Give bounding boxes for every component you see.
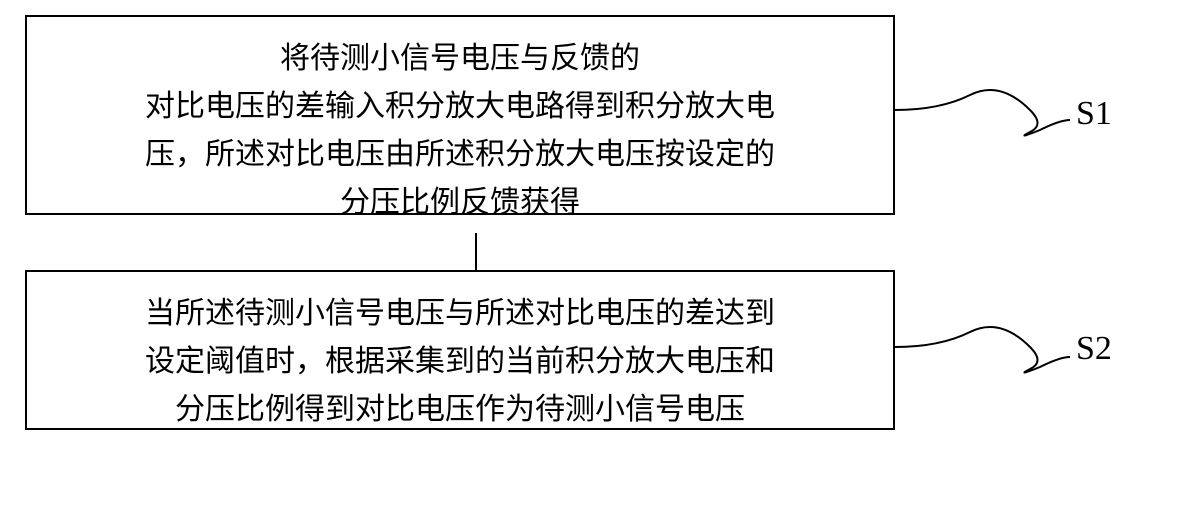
step-s2-line3: 分压比例得到对比电压作为待测小信号电压	[57, 386, 863, 434]
step-label-s2: S2	[1076, 330, 1112, 368]
connector-curve-s1	[895, 80, 1075, 150]
flow-step-box-s1: 将待测小信号电压与反馈的 对比电压的差输入积分放大电路得到积分放大电 压，所述对…	[25, 15, 895, 215]
flow-step-box-s2: 当所述待测小信号电压与所述对比电压的差达到 设定阈值时，根据采集到的当前积分放大…	[25, 270, 895, 430]
step-label-s1: S1	[1076, 95, 1112, 133]
step-s1-line3: 压，所述对比电压由所述积分放大电压按设定的	[57, 131, 863, 179]
arrow-line	[475, 233, 477, 271]
step-s2-line2: 设定阈值时，根据采集到的当前积分放大电压和	[57, 338, 863, 386]
step-s1-line2: 对比电压的差输入积分放大电路得到积分放大电	[57, 83, 863, 131]
connector-curve-s2	[895, 317, 1075, 387]
flowchart-container: 将待测小信号电压与反馈的 对比电压的差输入积分放大电路得到积分放大电 压，所述对…	[25, 15, 925, 430]
step-s1-line1: 将待测小信号电压与反馈的	[57, 35, 863, 83]
step-s1-line4: 分压比例反馈获得	[57, 179, 863, 227]
step-s2-line1: 当所述待测小信号电压与所述对比电压的差达到	[57, 290, 863, 338]
